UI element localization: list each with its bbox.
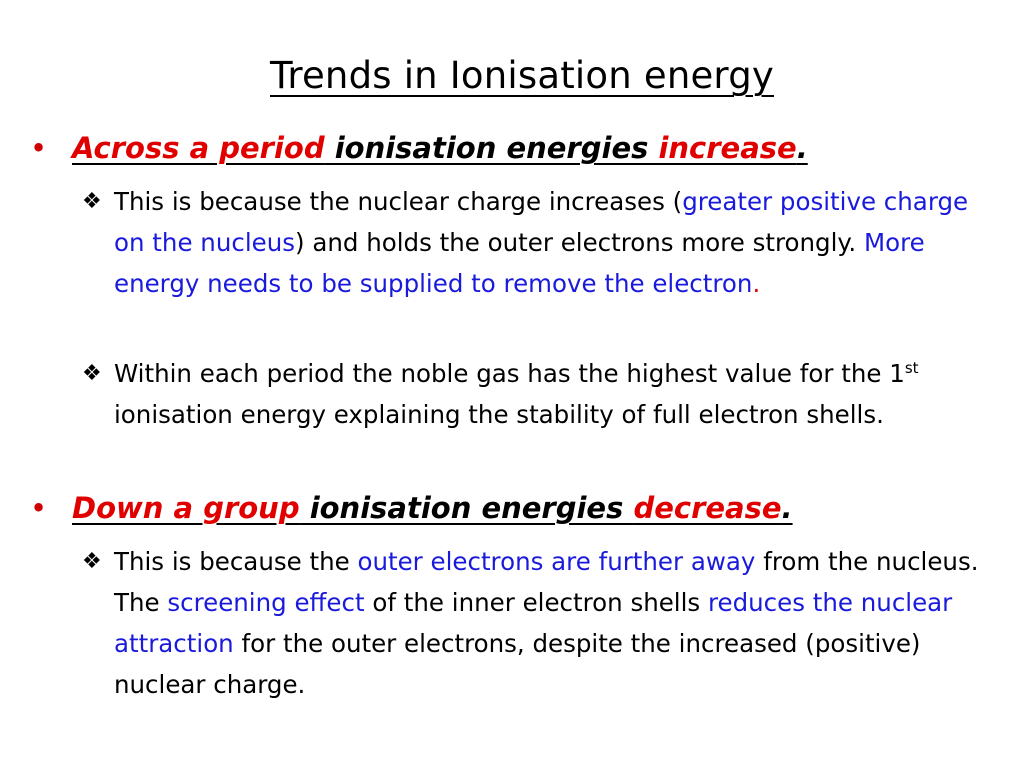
text-run: ionisation energy explaining the stabili…: [114, 400, 884, 429]
bullet-key: decrease: [633, 491, 782, 525]
bullet-across-period: • Across a period ionisation energies inc…: [30, 128, 808, 168]
text-run: of the inner electron shells: [364, 588, 708, 617]
bullet-lead: Down a group: [72, 491, 300, 525]
highlight-run: screening effect: [167, 588, 365, 617]
slide-title-text: Trends in Ionisation energy: [270, 54, 774, 97]
sub-point-text: Within each period the noble gas has the…: [114, 353, 982, 435]
highlight-run: reduces the nuclear attraction: [114, 588, 953, 658]
sub-point-text: This is because the nuclear charge incre…: [114, 181, 982, 304]
text-run: for the outer electrons, despite the inc…: [114, 629, 921, 699]
diamond-bullet-icon: ❖: [82, 549, 102, 574]
slide-title: Trends in Ionisation energy: [0, 52, 1024, 100]
sub-point-text: This is because the outer electrons are …: [114, 541, 982, 705]
text-run: Within each period the noble gas has the…: [114, 359, 905, 388]
highlight-run: outer electrons are further away: [357, 547, 756, 576]
sub-point-noble-gas: ❖ Within each period the noble gas has t…: [82, 353, 982, 435]
bullet-key: increase: [658, 131, 797, 165]
bullet-marker: •: [30, 491, 48, 525]
sub-point-nuclear-charge: ❖ This is because the nuclear charge inc…: [82, 181, 982, 304]
text-run: This is because the nuclear charge incre…: [114, 187, 683, 216]
text-run: from the nucleus. The: [114, 547, 979, 617]
text-run: ) and holds the outer electrons more str…: [295, 228, 864, 257]
bullet-end: .: [796, 131, 808, 165]
highlight-run: More energy needs to be supplied to remo…: [114, 228, 925, 298]
bullet-end: .: [781, 491, 793, 525]
sub-point-screening: ❖ This is because the outer electrons ar…: [82, 541, 982, 705]
bullet-middle: ionisation energies: [299, 491, 634, 525]
bullet-middle: ionisation energies: [324, 131, 659, 165]
diamond-bullet-icon: ❖: [82, 361, 102, 386]
bullet-marker: •: [30, 131, 48, 165]
bullet-down-group: • Down a group ionisation energies decrea…: [30, 488, 793, 528]
diamond-bullet-icon: ❖: [82, 189, 102, 214]
highlight-run: greater positive charge on the nucleus: [114, 187, 969, 257]
text-run: .: [752, 269, 761, 298]
text-run: This is because the: [114, 547, 358, 576]
superscript: st: [904, 358, 919, 377]
bullet-lead: Across a period: [72, 131, 325, 165]
